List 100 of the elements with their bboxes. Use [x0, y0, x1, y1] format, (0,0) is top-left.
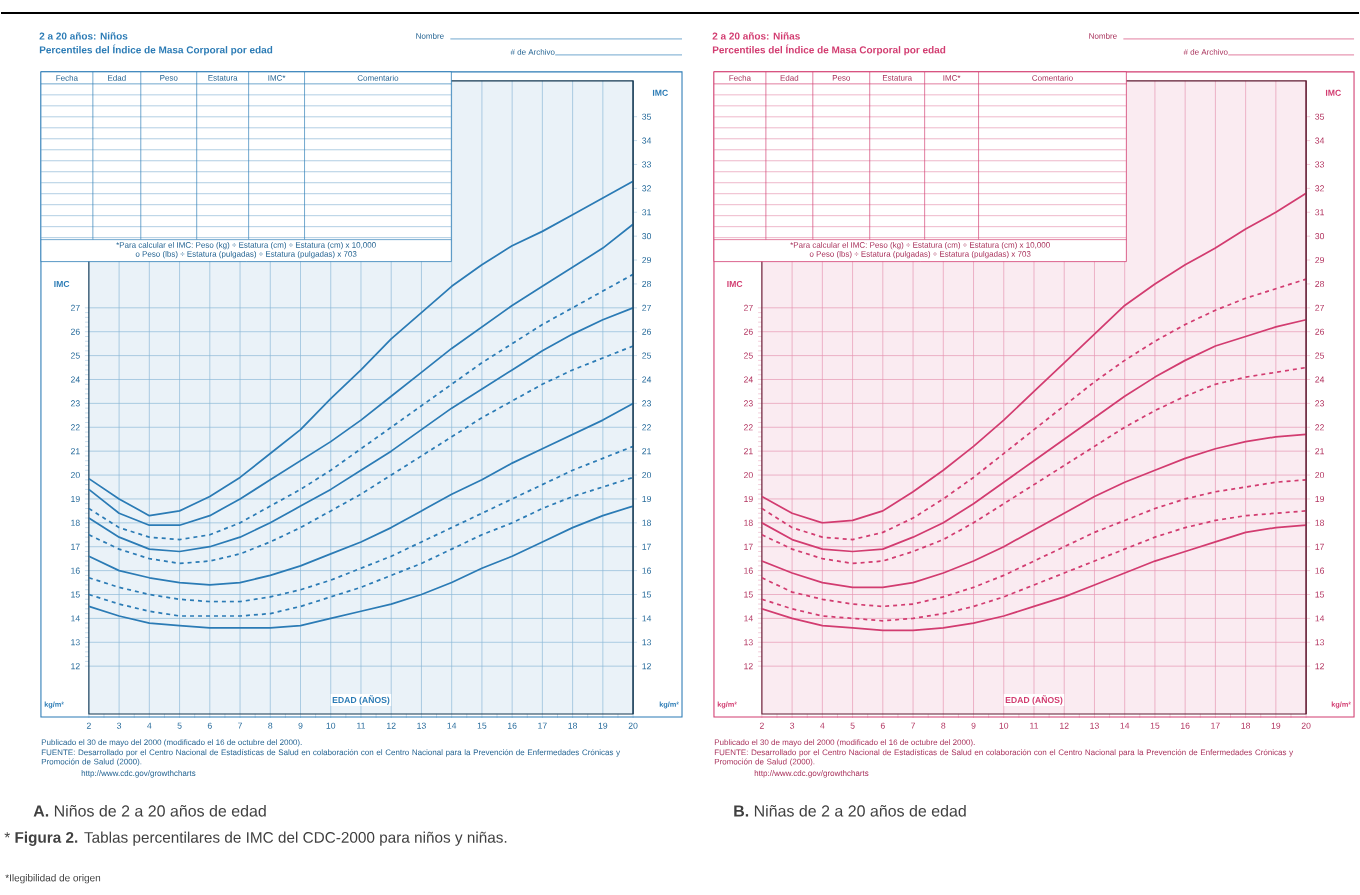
y-tick-label: 19: [744, 496, 753, 503]
x-tick-label: 20: [1301, 722, 1311, 729]
x-tick-label: 5: [177, 722, 182, 729]
y-tick-label: 23: [70, 400, 80, 407]
chart-subtitle: 2 a 20 años: Niños: [39, 32, 128, 40]
y-tick-label: 20: [744, 472, 753, 479]
y2-tick-label: 22: [1315, 424, 1324, 431]
x-tick-label: 12: [387, 722, 396, 729]
x-tick-label: 10: [326, 722, 336, 729]
x-tick-label: 2: [86, 722, 91, 729]
y-tick-label: 15: [744, 591, 753, 598]
y-tick-label: 19: [71, 496, 80, 503]
y2-tick-label: 23: [1315, 400, 1325, 407]
y2-tick-label: 32: [1315, 185, 1324, 192]
y2-tick-label: 28: [642, 281, 652, 288]
y-tick-label: 14: [71, 615, 80, 622]
x-tick-label: 13: [417, 722, 426, 729]
chart-title: Percentiles del Índice de Masa Corporal por edad: [39, 44, 273, 56]
y2-tick-label: 27: [642, 304, 651, 311]
x-tick-label: 14: [1120, 722, 1130, 729]
y-axis-title: IMC: [54, 281, 70, 288]
y2-tick-label: 19: [642, 496, 651, 503]
y2-tick-label: 24: [642, 376, 652, 383]
y2-tick-label: 16: [1315, 567, 1325, 574]
y-tick-label: 17: [744, 543, 753, 550]
y-tick-label: 21: [744, 448, 753, 455]
y2-axis-title: IMC: [652, 89, 668, 97]
x-tick-label: 15: [477, 722, 487, 729]
y-axis-title: IMC: [727, 281, 743, 288]
y-tick-label: 27: [70, 304, 80, 311]
y2-tick-label: 21: [642, 448, 651, 455]
y-tick-label: 16: [71, 567, 80, 574]
x-tick-label: 14: [447, 722, 457, 729]
x-tick-label: 16: [508, 722, 517, 729]
y2-tick-label: 21: [1315, 448, 1324, 455]
y2-tick-label: 15: [1315, 591, 1325, 598]
y2-tick-label: 14: [1315, 615, 1325, 622]
y2-tick-label: 25: [1315, 352, 1325, 359]
y2-tick-label: 12: [642, 663, 651, 670]
y2-tick-label: 26: [1315, 328, 1325, 335]
x-tick-label: 2: [759, 722, 764, 729]
y-tick-label: 12: [71, 663, 80, 670]
y-tick-label: 26: [70, 328, 80, 335]
y-tick-label: 13: [71, 639, 80, 646]
text: A. Niños de 2 a 20 años de edad: [33, 805, 266, 817]
x-tick-label: 7: [911, 722, 916, 729]
line-series: [761, 479, 1307, 608]
x-tick-label: 19: [1271, 722, 1281, 729]
y2-tick-label: 35: [642, 113, 652, 120]
y2-tick-label: 34: [642, 137, 652, 144]
x-tick-label: 11: [1030, 722, 1039, 729]
y-tick-label: 18: [744, 519, 753, 527]
y2-tick-label: 30: [1315, 233, 1325, 240]
x-tick-label: 6: [880, 722, 885, 729]
y-tick-label: 20: [70, 472, 80, 479]
x-tick-label: 9: [971, 722, 976, 729]
y-tick-label: 14: [744, 615, 753, 622]
y2-tick-label: 25: [642, 352, 652, 359]
y2-tick-label: 35: [1315, 113, 1325, 120]
x-tick-label: 16: [1181, 722, 1190, 729]
y2-tick-label: 23: [642, 400, 652, 407]
y2-tick-label: 13: [1315, 639, 1325, 646]
y-tick-label: 13: [744, 639, 753, 646]
y-tick-label: 17: [71, 543, 80, 550]
y2-tick-label: 22: [642, 424, 651, 431]
x-tick-label: 4: [820, 722, 825, 729]
x-tick-label: 4: [147, 722, 152, 729]
y-tick-label: 15: [71, 591, 80, 598]
y2-tick-label: 27: [1315, 304, 1324, 311]
x-tick-label: 11: [357, 722, 366, 729]
x-tick-label: 17: [538, 722, 547, 729]
text: *Ilegibilidad de origen: [5, 874, 101, 884]
y2-tick-label: 17: [642, 543, 651, 550]
x-tick-label: 8: [941, 722, 946, 729]
x-tick-label: 18: [568, 722, 578, 729]
y2-tick-label: 14: [642, 615, 652, 622]
text: B. Niñas de 2 a 20 años de edad: [734, 805, 966, 817]
x-tick-label: 15: [1150, 722, 1160, 729]
y-tick-label: 18: [71, 519, 80, 527]
x-axis-title: EDAD (AÑOS): [1005, 695, 1063, 705]
y2-tick-label: 20: [1315, 472, 1325, 479]
y-tick-label: 23: [744, 400, 753, 407]
y-tick-label: 16: [744, 567, 753, 574]
x-tick-label: 8: [268, 722, 273, 729]
x-tick-label: 9: [298, 722, 303, 729]
y-tick-label: 24: [70, 376, 80, 383]
y2-axis-title: IMC: [1325, 89, 1342, 97]
y-tick-label: 26: [744, 328, 753, 335]
x-tick-label: 10: [999, 722, 1009, 729]
y2-tick-label: 33: [642, 161, 652, 168]
x-tick-label: 20: [628, 722, 638, 729]
y2-tick-label: 16: [642, 567, 652, 574]
y2-tick-label: 34: [1315, 137, 1325, 144]
x-tick-label: 13: [1090, 722, 1099, 729]
y2-tick-label: 33: [1315, 161, 1325, 168]
y2-tick-label: 24: [1315, 376, 1325, 383]
y2-tick-label: 13: [642, 639, 652, 646]
y2-tick-label: 15: [642, 591, 652, 598]
chart-title: Percentiles del Índice de Masa Corporal por edad: [712, 44, 946, 56]
x-tick-label: 5: [850, 722, 855, 729]
